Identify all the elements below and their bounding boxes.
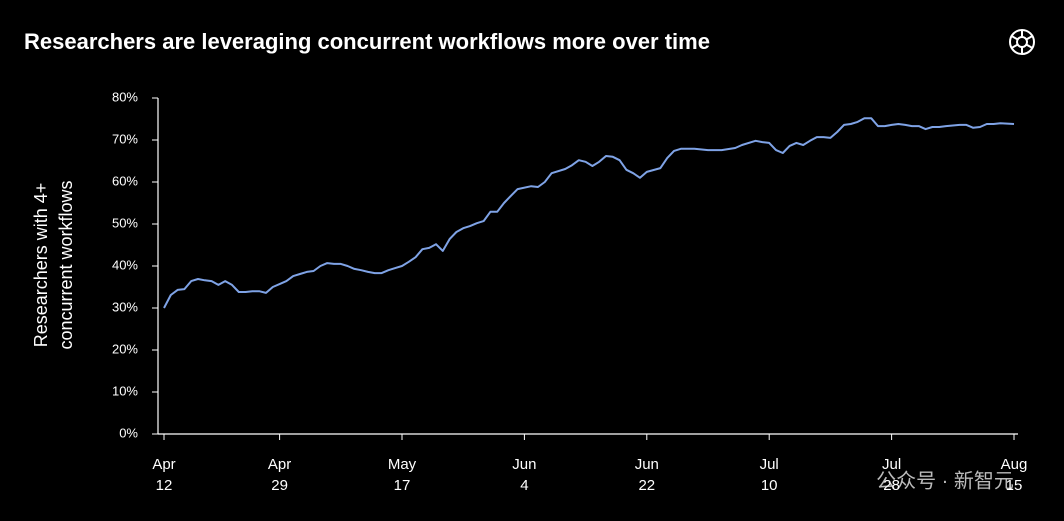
x-tick-label-line: Jul [882, 456, 901, 473]
x-tick-label-line: 15 [1006, 477, 1023, 494]
x-tick-label-line: 12 [156, 477, 173, 494]
x-tick-label: May 17 [388, 456, 417, 494]
x-tick-label: Apr 12 [152, 456, 175, 494]
x-tick-label-line: 10 [761, 477, 778, 494]
y-axis-label: concurrent workflows [56, 180, 76, 349]
x-tick-label-line: Apr [268, 456, 291, 473]
x-tick-label-line: Aug [1001, 456, 1028, 473]
y-tick-label: 30% [112, 299, 138, 314]
x-tick-label: Jun 22 [635, 456, 659, 494]
y-tick-label: 70% [112, 131, 138, 146]
x-tick-label: Aug 15 [1001, 456, 1028, 494]
x-tick-label: Apr 29 [268, 456, 291, 494]
x-tick-label-line: 28 [883, 477, 900, 494]
logo [1009, 29, 1035, 55]
y-tick-label: 20% [112, 341, 138, 356]
y-tick-label: 80% [112, 89, 138, 104]
data-line [163, 117, 1015, 309]
watermark: 公众号 · 新智元 [876, 469, 1014, 492]
x-tick-label-line: Jun [512, 456, 536, 473]
y-tick-label: 0% [119, 425, 138, 440]
y-axis-label: Researchers with 4+ [31, 183, 51, 348]
chart-title: Researchers are leveraging concurrent wo… [24, 29, 710, 54]
x-tick-label: Jun 4 [512, 456, 536, 494]
y-tick-label: 60% [112, 173, 138, 188]
x-tick-label-line: 17 [394, 477, 411, 494]
y-tick-label: 50% [112, 215, 138, 230]
x-tick-label-line: Jul [760, 456, 779, 473]
y-tick-label: 40% [112, 257, 138, 272]
x-tick-label: Jul 10 [760, 456, 779, 494]
x-tick-label-line: Jun [635, 456, 659, 473]
x-tick-label-line: May [388, 456, 417, 473]
x-tick-label: Jul 28 [882, 456, 901, 494]
x-tick-label-line: 29 [271, 477, 288, 494]
x-tick-label-line: 4 [520, 477, 528, 494]
x-tick-label-line: Apr [152, 456, 175, 473]
y-tick-label: 10% [112, 383, 138, 398]
x-tick-label-line: 22 [638, 477, 655, 494]
